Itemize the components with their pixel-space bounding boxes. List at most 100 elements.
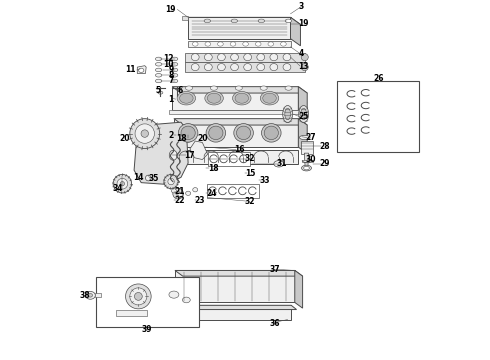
Polygon shape	[174, 150, 298, 164]
Bar	[207, 184, 259, 198]
Text: 24: 24	[206, 189, 217, 198]
Ellipse shape	[185, 86, 193, 90]
Ellipse shape	[255, 42, 261, 46]
Ellipse shape	[235, 86, 243, 90]
Polygon shape	[174, 119, 307, 125]
Ellipse shape	[172, 63, 178, 66]
Ellipse shape	[244, 64, 251, 71]
Text: 16: 16	[234, 145, 245, 154]
Text: 25: 25	[298, 112, 309, 121]
Ellipse shape	[172, 79, 178, 83]
Text: 15: 15	[245, 168, 255, 177]
Text: 11: 11	[125, 66, 136, 75]
Ellipse shape	[120, 181, 124, 186]
Polygon shape	[137, 66, 146, 73]
Ellipse shape	[234, 123, 253, 142]
Ellipse shape	[218, 54, 225, 61]
Ellipse shape	[174, 91, 179, 94]
Ellipse shape	[193, 42, 198, 46]
Ellipse shape	[257, 54, 265, 61]
Ellipse shape	[283, 105, 293, 122]
Polygon shape	[174, 119, 298, 147]
Ellipse shape	[301, 64, 308, 71]
Polygon shape	[291, 17, 300, 46]
Ellipse shape	[178, 192, 183, 197]
Text: 14: 14	[133, 173, 144, 182]
Ellipse shape	[155, 63, 162, 66]
Polygon shape	[175, 270, 303, 276]
Ellipse shape	[193, 188, 198, 192]
Text: 29: 29	[319, 159, 330, 168]
Text: 27: 27	[305, 133, 316, 142]
Ellipse shape	[205, 42, 211, 46]
Polygon shape	[298, 87, 307, 116]
Ellipse shape	[257, 64, 265, 71]
Text: 19: 19	[165, 5, 176, 14]
Polygon shape	[185, 53, 305, 62]
Polygon shape	[185, 63, 305, 72]
Ellipse shape	[169, 291, 179, 298]
Ellipse shape	[205, 91, 223, 105]
Polygon shape	[96, 293, 101, 297]
Polygon shape	[188, 41, 291, 47]
Ellipse shape	[130, 119, 160, 149]
Ellipse shape	[231, 64, 239, 71]
Ellipse shape	[168, 178, 174, 185]
Ellipse shape	[155, 79, 162, 83]
Ellipse shape	[113, 175, 132, 193]
Ellipse shape	[209, 126, 223, 140]
Ellipse shape	[231, 54, 239, 61]
Ellipse shape	[230, 42, 236, 46]
Ellipse shape	[172, 68, 178, 72]
Polygon shape	[182, 305, 296, 310]
Text: 34: 34	[113, 184, 123, 193]
Ellipse shape	[260, 91, 279, 105]
Polygon shape	[116, 310, 147, 316]
Ellipse shape	[139, 68, 144, 72]
Ellipse shape	[155, 73, 162, 77]
Ellipse shape	[235, 93, 248, 103]
Ellipse shape	[135, 124, 154, 143]
Text: 32: 32	[245, 197, 255, 206]
Polygon shape	[188, 17, 291, 39]
Text: 35: 35	[148, 174, 159, 183]
Ellipse shape	[204, 19, 211, 23]
Ellipse shape	[301, 54, 308, 61]
Ellipse shape	[204, 54, 212, 61]
Ellipse shape	[141, 130, 148, 137]
Ellipse shape	[258, 19, 265, 23]
Ellipse shape	[117, 178, 128, 189]
Ellipse shape	[204, 64, 212, 71]
Text: 22: 22	[174, 195, 184, 204]
Ellipse shape	[155, 68, 162, 72]
Polygon shape	[169, 111, 302, 114]
Ellipse shape	[183, 132, 193, 142]
Ellipse shape	[262, 123, 281, 142]
Text: 39: 39	[142, 325, 152, 334]
Polygon shape	[175, 270, 295, 302]
Polygon shape	[182, 305, 291, 320]
Text: 9: 9	[169, 66, 174, 75]
Text: 21: 21	[174, 187, 184, 196]
Ellipse shape	[243, 42, 248, 46]
Ellipse shape	[173, 188, 183, 199]
Polygon shape	[302, 160, 313, 162]
Ellipse shape	[191, 64, 199, 71]
Ellipse shape	[285, 19, 292, 23]
Text: 13: 13	[298, 62, 309, 71]
Ellipse shape	[285, 86, 292, 90]
Ellipse shape	[177, 91, 196, 105]
Ellipse shape	[88, 293, 93, 297]
Ellipse shape	[268, 42, 273, 46]
Text: 10: 10	[163, 60, 174, 69]
Ellipse shape	[299, 135, 310, 140]
Polygon shape	[295, 270, 303, 308]
Ellipse shape	[130, 288, 147, 305]
Ellipse shape	[182, 297, 190, 303]
Ellipse shape	[172, 189, 176, 193]
Text: 6: 6	[177, 86, 183, 95]
Ellipse shape	[181, 126, 195, 140]
Ellipse shape	[172, 73, 178, 77]
Text: 36: 36	[270, 319, 280, 328]
Text: 20: 20	[197, 134, 207, 143]
